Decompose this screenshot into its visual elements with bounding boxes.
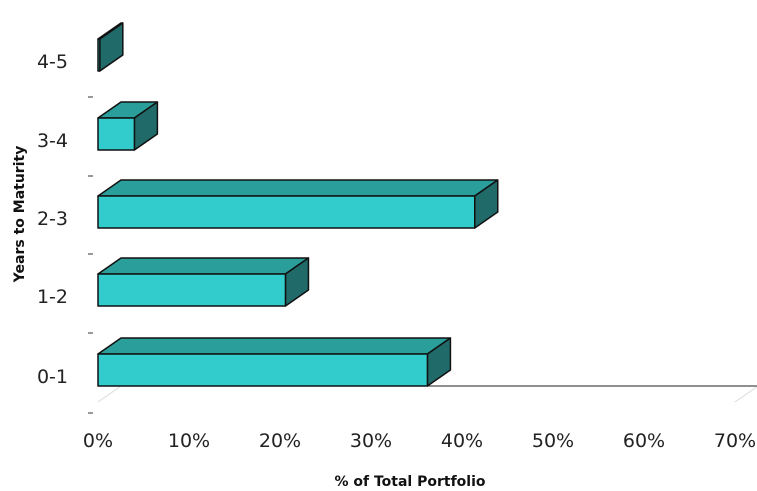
y-tick-label: 0-1 — [37, 366, 68, 388]
bar-group — [97, 22, 499, 387]
bar-0-1 — [97, 337, 452, 387]
x-tick-label: 50% — [532, 430, 574, 452]
bar-2-3 — [97, 179, 499, 229]
y-tick-label: 2-3 — [37, 208, 68, 230]
bar-front-face — [97, 117, 136, 151]
x-tick-label: 20% — [259, 430, 301, 452]
x-tick-label: 0% — [83, 430, 113, 452]
bar-front-face — [97, 353, 429, 387]
x-axis-title: % of Total Portfolio — [334, 474, 485, 490]
bar-front-face — [97, 273, 287, 307]
y-tick-label: 1-2 — [37, 286, 68, 308]
y-axis-title: Years to Maturity — [12, 146, 28, 284]
bar-front-face — [97, 195, 476, 229]
bar-top-face — [97, 257, 310, 275]
bar-top-face — [97, 179, 499, 197]
floor-edge — [734, 386, 757, 403]
x-tick-label: 40% — [441, 430, 483, 452]
bar-side-face — [99, 22, 124, 72]
x-tick-label: 30% — [350, 430, 392, 452]
floor-edge — [97, 385, 122, 403]
bar-1-2 — [97, 257, 310, 307]
bar-top-face — [97, 337, 452, 355]
y-tick-label: 3-4 — [37, 130, 68, 152]
bar-3-4 — [97, 101, 159, 151]
x-tick-label: 10% — [168, 430, 210, 452]
y-tick-label: 4-5 — [37, 51, 68, 73]
x-tick-label: 70% — [714, 430, 756, 452]
y-tick-labels: 0-1 1-2 2-3 3-4 4-5 — [37, 51, 68, 388]
x-tick-label: 60% — [623, 430, 665, 452]
x-tick-labels: 0% 10% 20% 30% 40% 50% 60% 70% — [83, 430, 756, 452]
bar-4-5 — [97, 22, 124, 72]
bar-front-face — [97, 38, 101, 72]
